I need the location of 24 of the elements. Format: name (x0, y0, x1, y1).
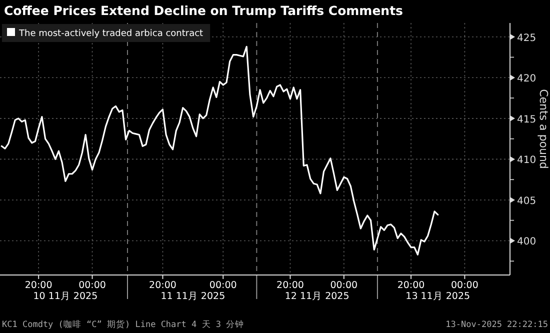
x-tick-label: 00:00 (209, 280, 237, 291)
title: Coffee Prices Extend Decline on Trump Tariffs Comments (4, 3, 403, 18)
y-tick-label: 400 (517, 236, 536, 248)
text: 11 11月 2025 (160, 291, 226, 302)
y-tick-label: 425 (517, 32, 536, 44)
x-tick-label: 00:00 (330, 280, 358, 291)
text: KC1 Comdty (咖啡 “C” 期货) Line Chart 4 天 3 分钟 (2, 319, 244, 330)
y-axis-title: Cents a pound (537, 89, 550, 169)
y-tick-label: 410 (517, 155, 536, 166)
legend-label: The most-actively traded arbica contract (18, 29, 204, 39)
x-tick-label: 20:00 (276, 280, 304, 291)
text: 13 11月 2025 (406, 291, 470, 302)
y-tick-label: 405 (517, 196, 536, 207)
x-tick-label: 20:00 (24, 280, 52, 291)
y-tick-label: 420 (517, 74, 536, 85)
x-tick-label: 00:00 (78, 280, 106, 291)
legend: The most-actively traded arbica contract (2, 24, 210, 42)
text: 13-Nov-2025 22:22:15 (446, 320, 548, 330)
text: 12 11月 2025 (284, 291, 350, 302)
text: 10 11月 2025 (33, 291, 98, 302)
y-tick-label: 415 (517, 114, 536, 126)
x-tick-label: 20:00 (397, 280, 425, 291)
x-tick-label: 20:00 (149, 280, 176, 291)
x-tick-label: 00:00 (451, 280, 478, 291)
